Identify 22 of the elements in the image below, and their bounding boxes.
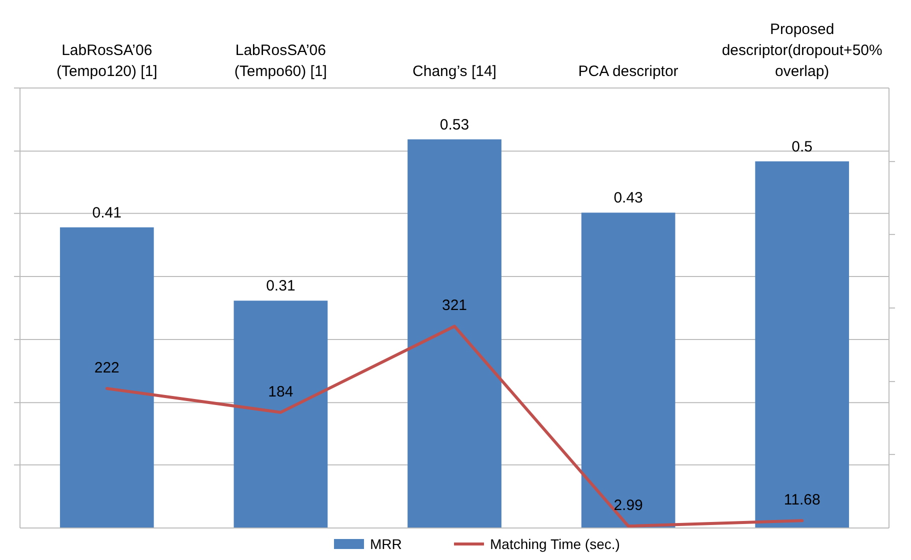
data-label: 0.31	[266, 278, 296, 295]
x-tick-label: LabRosSA’06 (Tempo60) [1]	[234, 42, 327, 80]
data-label: 321	[442, 297, 468, 314]
bar	[60, 227, 154, 528]
data-label: 0.5	[792, 138, 813, 156]
x-tick-label: Proposed descriptor(dropout+50% overlap)	[722, 21, 882, 80]
data-label: 222	[94, 359, 120, 376]
bar	[755, 161, 850, 528]
data-label: 0.53	[440, 116, 470, 134]
x-tick-label: Chang’s [14]	[412, 63, 496, 80]
data-label: 2.99	[614, 497, 643, 514]
data-label: 0.41	[92, 204, 122, 222]
bar	[581, 212, 676, 528]
legend-label: MRR	[370, 536, 402, 552]
data-label: 11.68	[784, 492, 820, 509]
data-label: 184	[268, 383, 294, 400]
legend-label: Matching Time (sec.)	[490, 536, 620, 552]
bar	[408, 139, 502, 528]
x-tick-label: LabRosSA’06 (Tempo120) [1]	[56, 42, 158, 80]
bar	[234, 300, 328, 528]
data-label: 0.43	[614, 190, 643, 207]
x-tick-label: PCA descriptor	[578, 63, 678, 80]
